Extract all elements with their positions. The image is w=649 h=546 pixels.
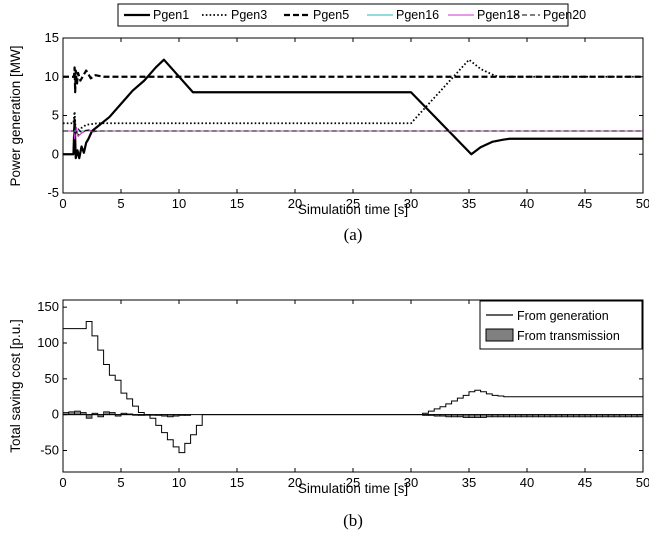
x-tick-label: 15 [230,475,244,490]
x-tick-label: 5 [117,196,124,211]
series-line-pgen3 [63,58,643,136]
x-tick-label: 10 [172,475,186,490]
x-tick-label: 15 [230,196,244,211]
generation-stairs-line [63,321,643,454]
y-tick-label: 15 [45,30,59,45]
x-tick-label: 30 [404,196,418,211]
panel-a-ylabel: Power generation [MW] [8,45,23,186]
panel-a-axes-frame [62,37,644,194]
legend-swatch-from-transmission [485,328,514,342]
panel-a-legend: Pgen1 Pgen3 Pgen5 Pgen16 Pgen18 Pgen20 [117,3,586,27]
legend-label-pgen16: Pgen16 [396,8,439,22]
y-tick-label: 150 [37,299,59,314]
y-tick-label: 10 [45,69,59,84]
panel-b-ylabel: Total saving cost [p.u.] [8,319,23,453]
x-tick-label: 40 [520,196,534,211]
x-tick-label: 20 [288,196,302,211]
legend-label-from-transmission: From transmission [517,329,620,343]
panel-b-caption: (b) [343,511,363,530]
x-tick-label: 0 [59,196,66,211]
panel-b-ticks: 0 5 10 15 20 25 30 35 40 45 50 -50 0 50 100 150 [37,299,649,490]
y-tick-label: 0 [52,146,59,161]
panel-a-plot-area [63,38,643,193]
legend-label-pgen3: Pgen3 [231,8,267,22]
x-tick-label: 25 [346,475,360,490]
y-tick-label: 100 [37,335,59,350]
series-line-pgen18 [63,126,643,140]
x-tick-label: 45 [578,196,592,211]
panel-a-xlabel: Simulation time [s] [298,202,408,217]
x-tick-label: 20 [288,475,302,490]
y-tick-label: -5 [47,185,59,200]
x-tick-label: 0 [59,475,66,490]
panel-a-caption: (a) [344,225,363,244]
y-tick-label: 5 [52,108,59,123]
panel-b: 0 5 10 15 20 25 30 35 40 45 50 -50 0 50 100 150 Simulat… [8,299,649,530]
y-tick-label: -50 [40,443,59,458]
x-tick-label: 25 [346,196,360,211]
x-tick-label: 30 [404,475,418,490]
x-tick-label: 45 [578,475,592,490]
transmission-bar [85,414,93,419]
y-tick-label: 0 [52,407,59,422]
panel-a-legend-box [117,3,569,27]
x-tick-label: 10 [172,196,186,211]
legend-label-from-generation: From generation [517,309,609,323]
series-line-pgen5 [63,66,643,94]
y-tick-label: 50 [45,371,59,386]
panel-b-series [63,321,643,454]
panel-a-series [63,58,643,160]
panel-b-legend: From generation From transmission [479,300,643,350]
x-tick-label: 35 [462,196,476,211]
panel-b-xlabel: Simulation time [s] [298,481,408,496]
x-tick-label: 50 [636,475,649,490]
x-tick-label: 5 [117,475,124,490]
legend-label-pgen5: Pgen5 [313,8,349,22]
x-tick-label: 50 [636,196,649,211]
x-tick-label: 35 [462,475,476,490]
x-tick-label: 40 [520,475,534,490]
legend-label-pgen20: Pgen20 [543,8,586,22]
transmission-bar [74,410,81,416]
panel-b-axes-frame [62,299,644,473]
legend-label-pgen1: Pgen1 [153,8,189,22]
series-line-pgen20 [63,124,643,135]
series-line-pgen1 [63,58,643,160]
legend-label-pgen18: Pgen18 [477,8,520,22]
